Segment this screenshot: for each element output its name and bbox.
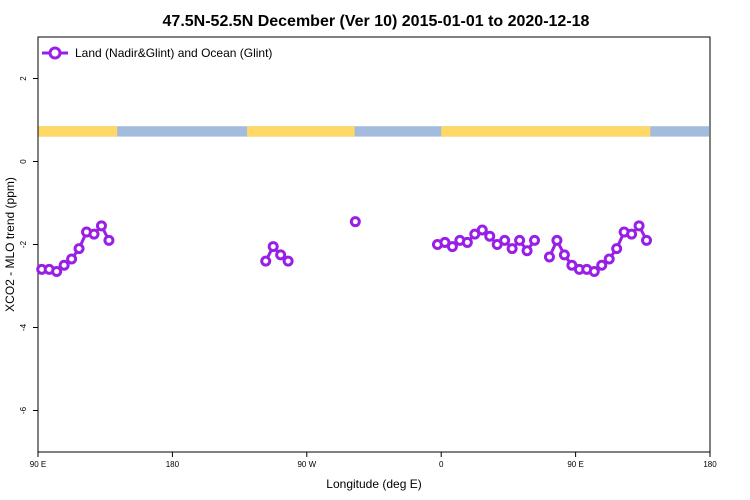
data-point: [514, 234, 526, 246]
legend: Land (Nadir&Glint) and Ocean (Glint): [42, 46, 272, 60]
data-point: [626, 228, 638, 240]
data-point: [596, 259, 608, 271]
x-tick-label: 0: [439, 460, 444, 469]
y-tick-label: 0: [19, 159, 28, 164]
x-axis-label: Longitude (deg E): [326, 477, 421, 491]
data-point: [521, 245, 533, 257]
data-point: [551, 234, 563, 246]
data-point: [499, 234, 511, 246]
x-tick-label: 90 E: [567, 460, 583, 469]
land-band-span: [441, 126, 651, 137]
data-point: [103, 234, 115, 246]
y-tick-label: -6: [19, 406, 28, 414]
y-axis: 2 0 -2 -4 -6: [19, 76, 38, 414]
data-point: [603, 253, 615, 265]
y-tick-label: -4: [19, 323, 28, 331]
data-point: [58, 259, 70, 271]
data-point: [267, 241, 279, 253]
data-point: [633, 220, 645, 232]
legend-label: Land (Nadir&Glint) and Ocean (Glint): [75, 46, 272, 60]
land-band-span: [38, 126, 118, 137]
x-axis: 90 E 180 90 W 0 90 E 180: [30, 452, 717, 469]
legend-marker: [48, 46, 62, 60]
data-point: [558, 249, 570, 261]
land-band-span: [247, 126, 355, 137]
data-point: [588, 265, 600, 277]
y-tick-label: -2: [19, 240, 28, 248]
x-tick-label: 180: [703, 460, 717, 469]
data-point: [282, 255, 294, 267]
ocean-band: [39, 126, 709, 137]
x-tick-label: 180: [166, 460, 180, 469]
data-point: [51, 265, 63, 277]
x-tick-label: 90 E: [30, 460, 46, 469]
data-point: [95, 220, 107, 232]
data-point: [611, 243, 623, 255]
data-point: [349, 216, 361, 228]
y-tick-label: 2: [19, 76, 28, 81]
data-point: [260, 255, 272, 267]
data-point: [484, 230, 496, 242]
data-point: [506, 243, 518, 255]
data-point: [88, 228, 100, 240]
chart-title: 47.5N-52.5N December (Ver 10) 2015-01-01…: [163, 13, 590, 30]
data-point: [529, 234, 541, 246]
plot-frame: [37, 36, 711, 453]
y-axis-label: XCO2 - MLO trend (ppm): [3, 177, 17, 312]
data-point: [446, 241, 458, 253]
series-land-ocean: [36, 216, 653, 277]
data-point: [641, 234, 653, 246]
data-point: [73, 243, 85, 255]
land-ocean-band: [38, 126, 709, 137]
data-point: [543, 251, 555, 263]
data-point: [275, 249, 287, 261]
x-tick-label: 90 W: [297, 460, 316, 469]
data-point: [461, 236, 473, 248]
data-point: [66, 253, 78, 265]
data-point: [476, 224, 488, 236]
